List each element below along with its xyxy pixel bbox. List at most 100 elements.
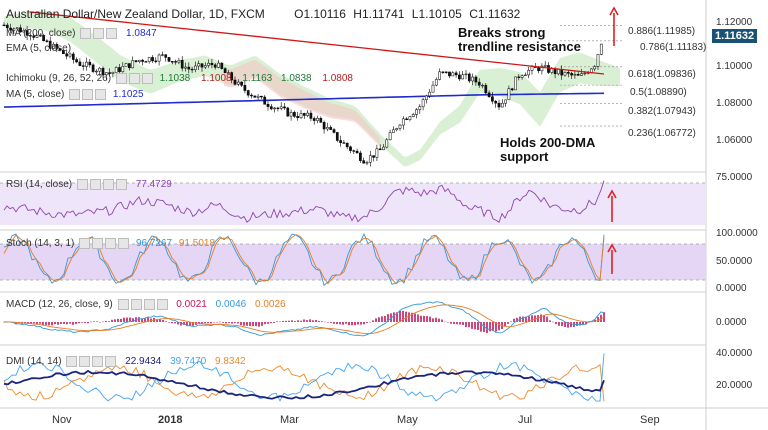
macd-hist-bar [219,321,221,323]
macd-hist-bar [477,322,479,330]
dmi-tick: 20.0000 [716,380,753,391]
candle [217,62,220,68]
macd-hist-bar [93,321,95,322]
macd-hist-bar [276,321,278,322]
close-icon[interactable] [102,179,114,190]
candle [266,104,270,107]
eye-icon[interactable] [69,89,81,100]
candle [573,74,577,76]
stoch-k-line [3,232,605,286]
dmi-legend[interactable]: DMI (14, 14) 22.9434 39.7470 9.8342 [6,356,246,368]
eye-icon[interactable] [79,238,91,249]
macd-hist-bar [567,322,569,328]
macd-hist-bar [204,322,206,324]
candle [55,44,59,49]
candle [118,67,121,72]
fib-label: 0.5(1.08890) [630,87,687,98]
more-icon[interactable] [105,356,117,367]
candle [58,48,62,51]
macd-hist-bar [30,322,32,325]
candle [279,106,283,109]
ema-legend[interactable]: EMA (5, close) [6,43,71,55]
candle [95,70,98,73]
macd-hist-bar [225,322,227,324]
candle [322,122,326,130]
macd-hist-bar [51,322,53,326]
candle [52,44,55,49]
more-icon[interactable] [118,238,130,249]
macd-hist-bar [138,317,140,322]
chart-title: Australian Dollar/New Zealand Dollar, 1D… [6,8,520,20]
candle [167,57,171,62]
macd-hist-bar [372,320,374,322]
candle [444,71,448,73]
candle [38,35,42,37]
macd-hist-bar [495,322,497,332]
close-icon[interactable] [105,238,117,249]
ma5-value: 1.1025 [112,89,144,101]
eye-icon[interactable] [115,73,127,84]
macd-hist-bar [267,322,269,324]
macd-hist-bar [249,322,251,327]
macd-hist-bar [555,322,557,325]
macd-hist-bar [285,320,287,322]
candle [345,142,349,148]
symbol-title: Australian Dollar/New Zealand Dollar, 1D… [6,7,265,21]
candle [484,84,488,94]
settings-icon[interactable] [79,356,91,367]
settings-icon[interactable] [93,28,105,39]
candle [596,54,600,67]
close-icon[interactable] [95,89,107,100]
rsi-line [3,180,605,223]
macd-hist-bar [57,322,59,325]
stoch-label: Stoch (14, 3, 1) [6,238,75,250]
macd-hist-bar [126,317,128,322]
ema-label: EMA (5, close) [6,43,72,54]
close-icon[interactable] [106,28,118,39]
x-tick: Sep [640,414,660,426]
macd-hist-bar [189,322,191,326]
macd-hist-bar [279,321,281,323]
more-icon[interactable] [156,299,168,310]
candle [375,148,379,158]
macd-hist-bar [351,322,353,326]
macd-hist-bar [237,322,239,324]
candle [230,72,234,81]
eye-icon[interactable] [76,179,88,190]
rsi-legend[interactable]: RSI (14, close) 77.4729 [6,179,172,191]
macd-hist-bar [171,322,173,324]
macd-hist-bar [60,322,62,324]
eye-icon[interactable] [66,356,78,367]
settings-icon[interactable] [89,179,101,190]
macd-hist-bar [213,322,215,323]
macd-hist-bar [432,318,434,322]
macd-hist-bar [300,320,302,322]
more-icon[interactable] [115,179,127,190]
ichimoku-legend[interactable]: Ichimoku (9, 26, 52, 26) 1.1038 1.1008 1… [6,73,353,85]
close-icon[interactable] [92,356,104,367]
settings-icon[interactable] [130,299,142,310]
eye-icon[interactable] [117,299,129,310]
ichimoku-cloud-red [224,59,380,147]
candle [256,95,260,98]
macd-hist-bar [453,322,455,324]
macd-hist-bar [429,316,431,322]
close-icon[interactable] [141,73,153,84]
close-icon[interactable] [143,299,155,310]
candle [48,40,52,49]
macd-hist-bar [549,320,551,322]
settings-icon[interactable] [92,238,104,249]
settings-icon[interactable] [128,73,140,84]
eye-icon[interactable] [80,28,92,39]
settings-icon[interactable] [82,89,94,100]
candle [71,53,75,60]
candle [111,72,115,74]
ma5-legend[interactable]: MA (5, close) 1.1025 [6,89,144,101]
macd-hist-bar [15,322,17,324]
macd-hist-bar [264,322,266,325]
macd-legend[interactable]: MACD (12, 26, close, 9) 0.0021 0.0046 0.… [6,299,286,311]
ma200-legend[interactable]: MA (200, close) 1.0847 [6,28,157,40]
candle [45,40,49,42]
stoch-legend[interactable]: Stoch (14, 3, 1) 96.7267 91.5018 [6,238,215,250]
